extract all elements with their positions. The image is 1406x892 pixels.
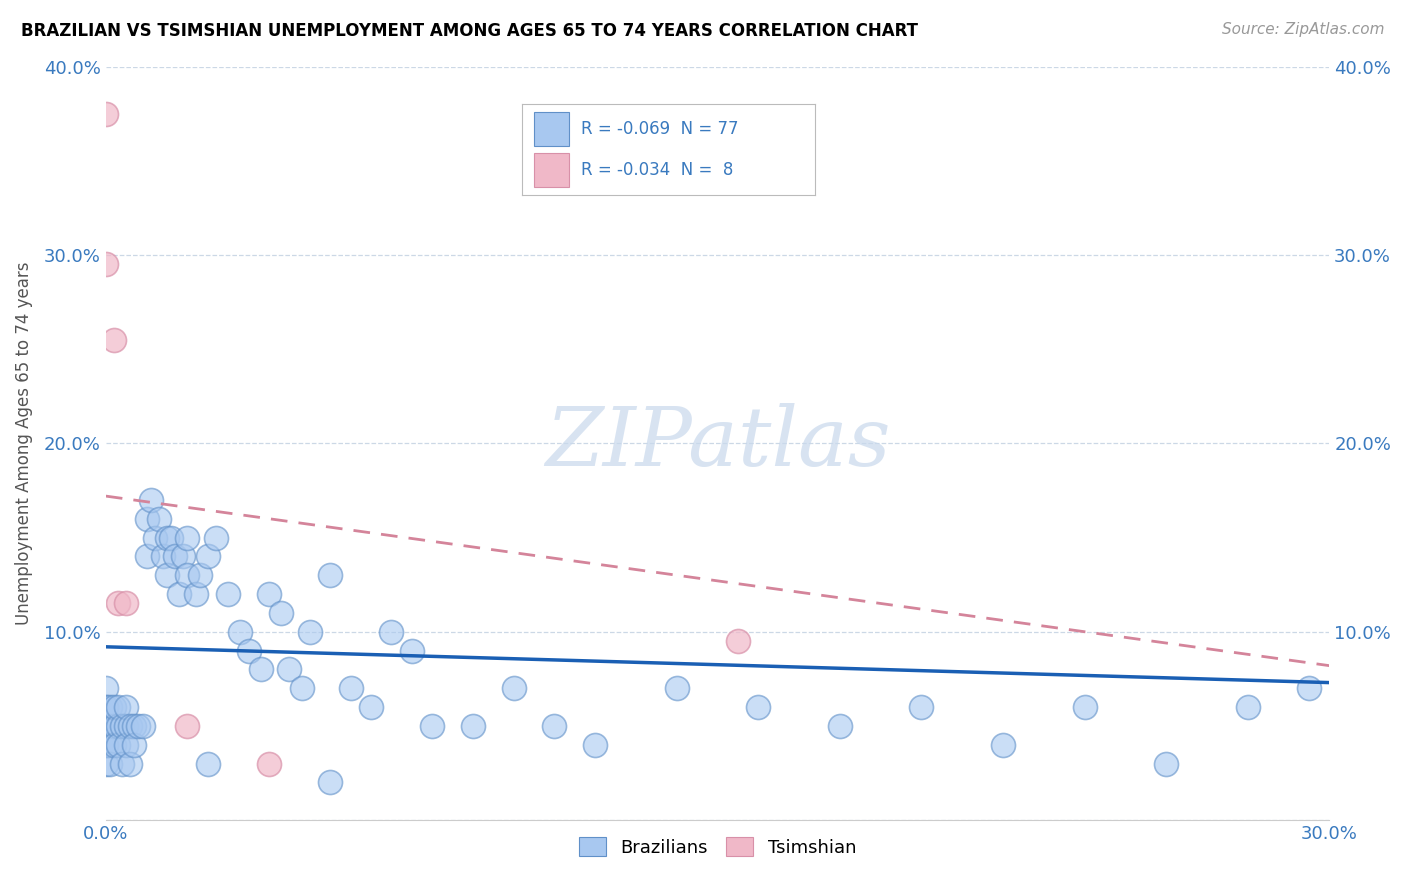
Point	[103, 719, 125, 733]
Point	[124, 719, 146, 733]
Point	[94, 719, 117, 733]
Point	[238, 643, 260, 657]
Point	[115, 719, 138, 733]
Point	[217, 587, 239, 601]
Point	[1154, 756, 1177, 771]
Point	[120, 719, 142, 733]
Point	[94, 257, 117, 271]
Point	[257, 587, 280, 601]
Point	[339, 681, 361, 696]
Point	[401, 643, 423, 657]
Point	[107, 719, 129, 733]
Point	[111, 756, 134, 771]
Text: Source: ZipAtlas.com: Source: ZipAtlas.com	[1222, 22, 1385, 37]
Point	[148, 512, 170, 526]
Point	[94, 738, 117, 752]
Point	[176, 719, 198, 733]
Point	[229, 624, 252, 639]
Point	[543, 719, 565, 733]
Point	[167, 587, 190, 601]
Point	[115, 597, 138, 611]
Point	[172, 549, 194, 564]
Point	[270, 606, 292, 620]
Point	[135, 549, 157, 564]
Point	[184, 587, 207, 601]
Point	[205, 531, 228, 545]
Point	[156, 531, 179, 545]
Point	[828, 719, 851, 733]
Point	[1236, 700, 1258, 714]
Point	[131, 719, 153, 733]
Point	[319, 568, 342, 582]
Point	[583, 738, 606, 752]
Point	[160, 531, 183, 545]
Point	[298, 624, 321, 639]
Point	[94, 681, 117, 696]
Point	[107, 597, 129, 611]
Legend: Brazilians, Tsimshian: Brazilians, Tsimshian	[572, 830, 863, 863]
Point	[94, 106, 117, 120]
Point	[991, 738, 1014, 752]
Point	[176, 568, 198, 582]
Point	[124, 738, 146, 752]
Point	[98, 756, 121, 771]
Point	[98, 738, 121, 752]
Point	[461, 719, 484, 733]
Point	[420, 719, 443, 733]
Point	[188, 568, 211, 582]
Point	[103, 333, 125, 347]
Point	[257, 756, 280, 771]
Point	[1073, 700, 1095, 714]
Point	[910, 700, 932, 714]
Point	[107, 738, 129, 752]
Point	[250, 662, 273, 676]
Point	[665, 681, 688, 696]
Point	[156, 568, 179, 582]
Point	[94, 756, 117, 771]
Y-axis label: Unemployment Among Ages 65 to 74 years: Unemployment Among Ages 65 to 74 years	[15, 261, 32, 625]
Point	[152, 549, 174, 564]
Point	[111, 719, 134, 733]
Point	[139, 492, 162, 507]
Point	[165, 549, 187, 564]
Point	[94, 719, 117, 733]
Point	[127, 719, 149, 733]
Point	[107, 700, 129, 714]
Point	[120, 756, 142, 771]
Point	[94, 700, 117, 714]
Point	[502, 681, 524, 696]
Point	[143, 531, 166, 545]
Point	[380, 624, 402, 639]
Point	[360, 700, 382, 714]
Point	[103, 738, 125, 752]
Text: ZIPatlas: ZIPatlas	[544, 403, 890, 483]
Point	[135, 512, 157, 526]
Point	[197, 549, 219, 564]
Point	[98, 719, 121, 733]
Point	[115, 700, 138, 714]
Point	[115, 738, 138, 752]
Point	[98, 700, 121, 714]
Point	[747, 700, 769, 714]
Text: BRAZILIAN VS TSIMSHIAN UNEMPLOYMENT AMONG AGES 65 TO 74 YEARS CORRELATION CHART: BRAZILIAN VS TSIMSHIAN UNEMPLOYMENT AMON…	[21, 22, 918, 40]
Point	[94, 700, 117, 714]
Point	[1298, 681, 1320, 696]
Point	[103, 700, 125, 714]
Point	[278, 662, 301, 676]
Point	[291, 681, 314, 696]
Point	[197, 756, 219, 771]
Point	[319, 775, 342, 789]
Point	[727, 634, 749, 648]
Point	[176, 531, 198, 545]
Point	[94, 738, 117, 752]
